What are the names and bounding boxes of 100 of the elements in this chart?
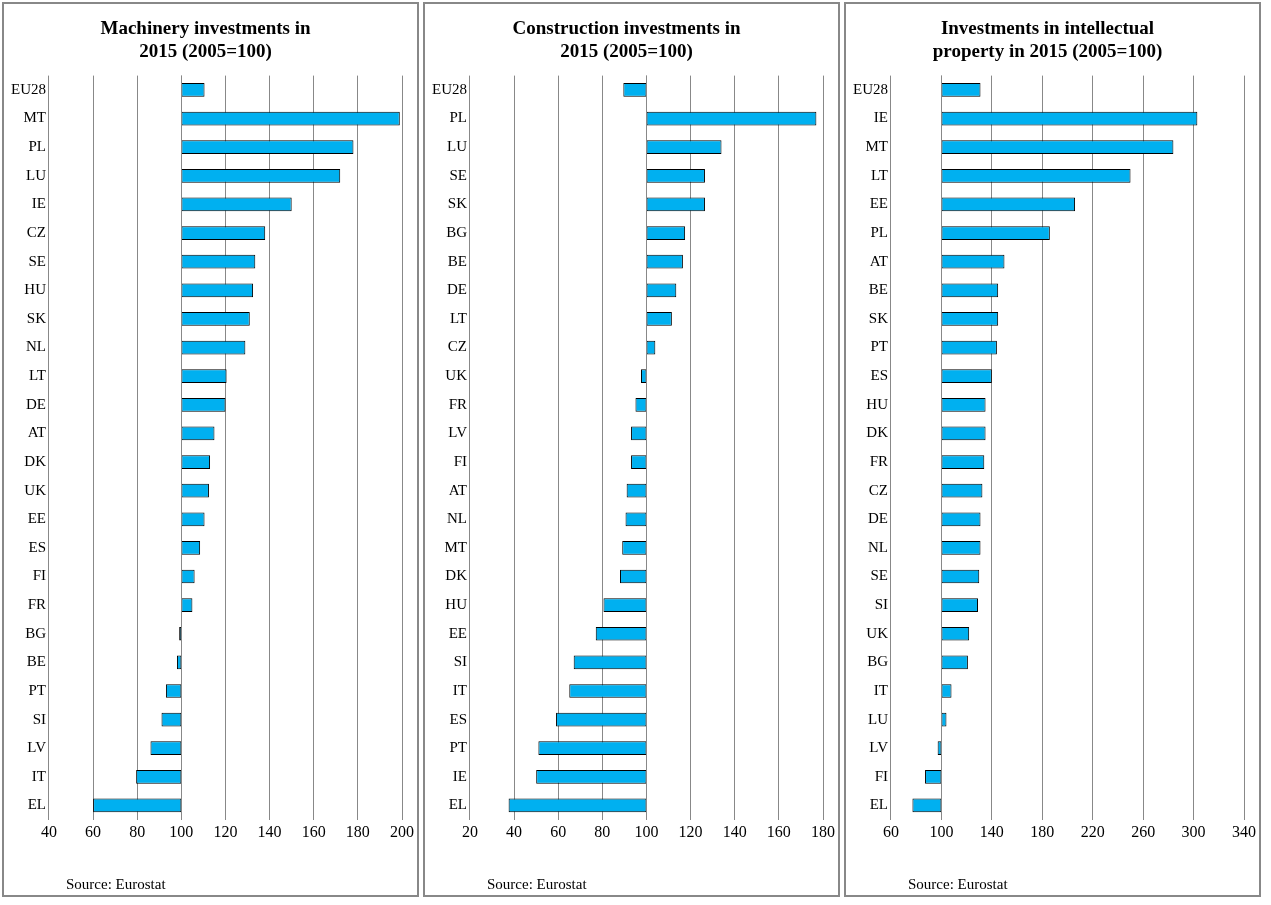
x-tick-label: 120 xyxy=(213,822,238,840)
x-tick-label: 40 xyxy=(506,822,523,840)
x-tick-label: 60 xyxy=(550,822,567,840)
x-tick-label: 140 xyxy=(979,822,1004,840)
y-tick-label: EL xyxy=(869,796,888,813)
y-tick-label: UK xyxy=(24,481,47,498)
y-tick-label: SI xyxy=(32,710,46,727)
chart-title: Construction investments in 2015 (2005=100) xyxy=(512,17,741,63)
y-tick-label: FI xyxy=(32,567,46,584)
x-tick-label: 100 xyxy=(634,822,659,840)
x-tick-label: 140 xyxy=(257,822,282,840)
chart-title: Investments in intellectual property in 2015 (2005=100) xyxy=(932,17,1163,63)
y-tick-label: ES xyxy=(449,710,467,727)
y-tick-label: FI xyxy=(874,767,888,784)
y-tick-label: LV xyxy=(27,739,47,756)
y-tick-label: EE xyxy=(869,195,888,212)
y-tick-label: PT xyxy=(449,739,467,756)
y-tick-label: AT xyxy=(448,481,467,498)
y-tick-label: FR xyxy=(869,452,888,469)
source-note: Source: Eurostat xyxy=(487,876,587,893)
y-tick-label: PL xyxy=(449,109,467,126)
y-tick-label: BE xyxy=(868,281,888,298)
y-tick-label: MT xyxy=(865,138,888,155)
x-tick-label: 160 xyxy=(766,822,791,840)
x-tick-label: 80 xyxy=(594,822,611,840)
x-tick-label: 140 xyxy=(722,822,747,840)
y-tick-label: DE xyxy=(868,510,888,527)
x-tick-label: 100 xyxy=(169,822,194,840)
y-tick-label: EL xyxy=(448,796,467,813)
y-tick-label: BG xyxy=(867,653,889,670)
x-tick-label: 60 xyxy=(883,822,899,840)
y-tick-label: IE xyxy=(873,109,888,126)
y-tick-label: HU xyxy=(866,395,889,412)
y-tick-label: LV xyxy=(448,424,468,441)
y-tick-label: LV xyxy=(869,739,889,756)
y-tick-label: NL xyxy=(26,338,46,355)
y-tick-label: CZ xyxy=(868,481,888,498)
y-tick-label: AT xyxy=(869,252,888,269)
y-tick-label: BE xyxy=(447,252,467,269)
y-tick-label: AT xyxy=(27,424,46,441)
y-tick-label: DK xyxy=(445,567,468,584)
y-tick-label: DK xyxy=(866,424,889,441)
y-tick-label: SE xyxy=(449,166,467,183)
y-tick-label: FR xyxy=(448,395,467,412)
source-note: Source: Eurostat xyxy=(66,876,166,893)
y-tick-label: SK xyxy=(868,309,889,326)
y-tick-label: HU xyxy=(24,281,47,298)
chart-title: Machinery investments in 2015 (2005=100) xyxy=(100,17,311,63)
x-tick-label: 220 xyxy=(1080,822,1105,840)
y-tick-label: NL xyxy=(868,538,888,555)
y-tick-label: UK xyxy=(866,624,889,641)
y-tick-label: IE xyxy=(31,195,46,212)
y-tick-label: SE xyxy=(870,567,888,584)
y-tick-label: SK xyxy=(447,195,468,212)
y-tick-label: EU28 xyxy=(853,80,888,97)
source-note: Source: Eurostat xyxy=(908,876,1008,893)
y-tick-label: BE xyxy=(26,653,46,670)
y-tick-label: LU xyxy=(447,138,468,155)
y-tick-label: PT xyxy=(28,681,46,698)
x-tick-label: 180 xyxy=(345,822,370,840)
x-tick-label: 260 xyxy=(1131,822,1156,840)
x-tick-label: 180 xyxy=(1030,822,1055,840)
y-tick-label: LT xyxy=(450,309,467,326)
y-tick-label: EE xyxy=(448,624,467,641)
x-tick-label: 180 xyxy=(811,822,835,840)
y-tick-label: LT xyxy=(29,367,46,384)
y-tick-label: SE xyxy=(28,252,46,269)
y-tick-label: SK xyxy=(26,309,47,326)
x-tick-label: 300 xyxy=(1181,822,1206,840)
y-tick-label: BG xyxy=(25,624,47,641)
x-tick-label: 80 xyxy=(129,822,146,840)
y-tick-label: DE xyxy=(26,395,46,412)
y-tick-label: LT xyxy=(871,166,888,183)
y-tick-label: EE xyxy=(27,510,46,527)
y-tick-label: ES xyxy=(870,367,888,384)
y-tick-label: IE xyxy=(452,767,467,784)
x-tick-label: 160 xyxy=(301,822,326,840)
y-tick-label: IT xyxy=(452,681,467,698)
y-tick-label: LU xyxy=(26,166,47,183)
y-tick-label: EU28 xyxy=(11,80,46,97)
y-tick-label: DE xyxy=(447,281,467,298)
x-tick-label: 60 xyxy=(85,822,102,840)
y-tick-label: UK xyxy=(445,367,468,384)
y-tick-label: DK xyxy=(24,452,47,469)
y-tick-label: LU xyxy=(868,710,889,727)
y-tick-label: NL xyxy=(447,510,467,527)
x-tick-label: 20 xyxy=(462,822,478,840)
y-tick-label: CZ xyxy=(26,223,46,240)
x-tick-label: 200 xyxy=(390,822,414,840)
y-tick-label: EL xyxy=(27,796,46,813)
y-tick-label: CZ xyxy=(447,338,467,355)
y-tick-label: EU28 xyxy=(432,80,467,97)
y-tick-label: MT xyxy=(23,109,46,126)
y-tick-label: SI xyxy=(874,596,888,613)
y-tick-label: IT xyxy=(873,681,888,698)
y-tick-label: PL xyxy=(870,223,888,240)
y-tick-label: SI xyxy=(453,653,467,670)
x-tick-label: 120 xyxy=(678,822,703,840)
x-tick-label: 340 xyxy=(1232,822,1256,840)
x-tick-label: 40 xyxy=(41,822,57,840)
